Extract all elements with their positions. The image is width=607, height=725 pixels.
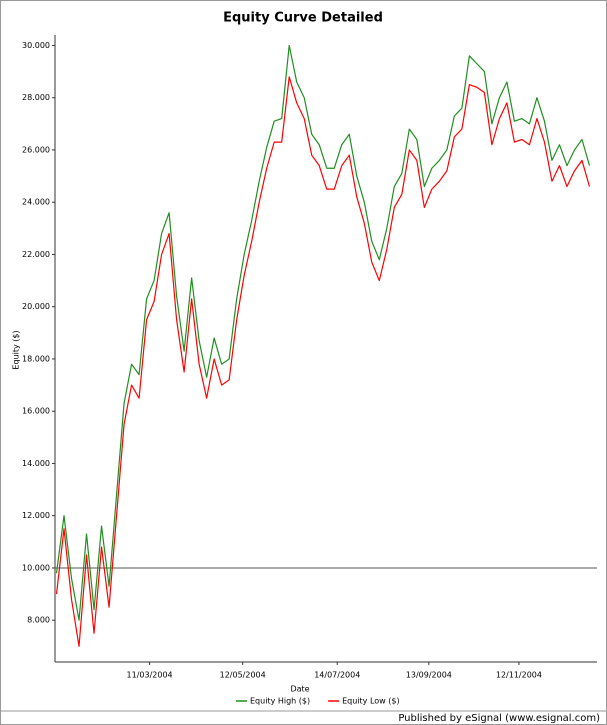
y-tick-label: 18.000 (22, 354, 50, 363)
y-tick-label: 28.000 (22, 93, 50, 102)
y-tick-label: 26.000 (22, 145, 50, 154)
x-tick-label: 11/03/2004 (127, 671, 173, 680)
legend-label: Equity High ($) (250, 697, 310, 706)
x-tick-label: 14/07/2004 (314, 671, 360, 680)
y-tick-label: 14.000 (22, 459, 50, 468)
x-axis-label: Date (290, 685, 309, 694)
series-line (55, 44, 591, 621)
y-tick-label: 22.000 (22, 250, 50, 259)
y-tick-label: 12.000 (22, 511, 50, 520)
x-tick-label: 12/11/2004 (496, 671, 542, 680)
series-line (55, 76, 591, 647)
y-tick-label: 24.000 (22, 198, 50, 207)
y-tick-label: 10.000 (22, 563, 50, 572)
y-tick-label: 30.000 (22, 41, 50, 50)
y-tick-label: 20.000 (22, 302, 50, 311)
y-tick-label: 16.000 (22, 407, 50, 416)
y-tick-label: 8.000 (27, 616, 50, 625)
y-axis-label: Equity ($) (12, 330, 21, 369)
x-tick-label: 12/05/2004 (220, 671, 266, 680)
x-tick-label: 13/09/2004 (406, 671, 452, 680)
legend-label: Equity Low ($) (342, 697, 399, 706)
footer: Published by eSignal (www.esignal.com) (398, 713, 600, 724)
chart-title: Equity Curve Detailed (223, 11, 383, 26)
